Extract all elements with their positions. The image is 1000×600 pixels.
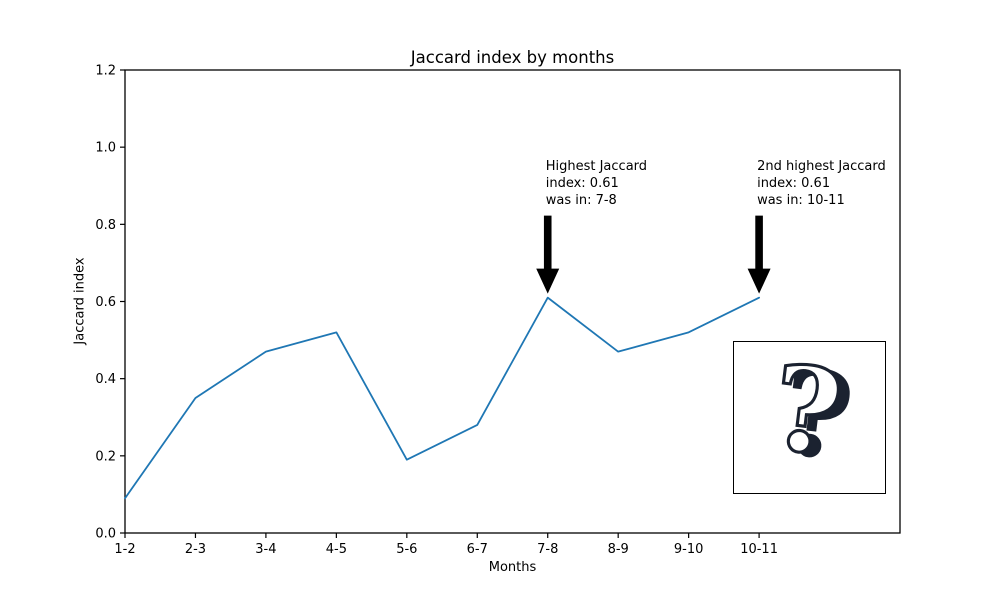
jaccard-line-series xyxy=(124,296,760,500)
y-tick-label: 0.4 xyxy=(95,372,116,387)
svg-text:?: ? xyxy=(775,344,859,487)
x-axis-label: Months xyxy=(488,560,537,575)
x-tick-label: 3-4 xyxy=(255,542,276,557)
annotation-line: index: 0.61 xyxy=(545,175,619,191)
annotation-highest: Highest Jaccard index: 0.61 was in: 7-8 xyxy=(546,158,647,209)
y-tick-label: 0.8 xyxy=(95,218,116,233)
x-tick-label: 10-11 xyxy=(740,542,778,557)
annotation-arrow xyxy=(747,215,771,294)
question-mark-inset: ? ? xyxy=(733,341,886,494)
x-tick-label: 2-3 xyxy=(185,542,206,557)
x-tick-label: 7-8 xyxy=(537,542,558,557)
annotation-line: index: 0.61 xyxy=(757,175,831,191)
x-tick-label: 4-5 xyxy=(326,542,347,557)
svg-text:?: ? xyxy=(765,342,849,483)
annotation-line: was in: 7-8 xyxy=(545,192,617,208)
annotation-second-highest: 2nd highest Jaccard index: 0.61 was in: … xyxy=(757,158,886,209)
annotation-line: 2nd highest Jaccard xyxy=(757,158,886,174)
y-tick-label: 0.2 xyxy=(95,449,116,464)
x-tick-label: 5-6 xyxy=(396,542,417,557)
x-tick-label: 6-7 xyxy=(467,542,488,557)
annotation-line: was in: 10-11 xyxy=(757,192,845,208)
x-tick-label: 9-10 xyxy=(674,542,704,557)
annotation-arrow xyxy=(536,215,560,294)
x-tick-label: 1-2 xyxy=(114,542,135,557)
y-tick-label: 1.0 xyxy=(95,141,116,156)
chart-title: Jaccard index by months xyxy=(410,48,615,67)
y-tick-label: 1.2 xyxy=(95,64,116,79)
y-tick-label: 0.6 xyxy=(95,295,116,310)
x-tick-label: 8-9 xyxy=(608,542,629,557)
question-mark-icon: ? ? xyxy=(763,342,860,488)
annotation-line: Highest Jaccard xyxy=(545,158,648,174)
y-tick-label: 0.0 xyxy=(95,527,116,542)
